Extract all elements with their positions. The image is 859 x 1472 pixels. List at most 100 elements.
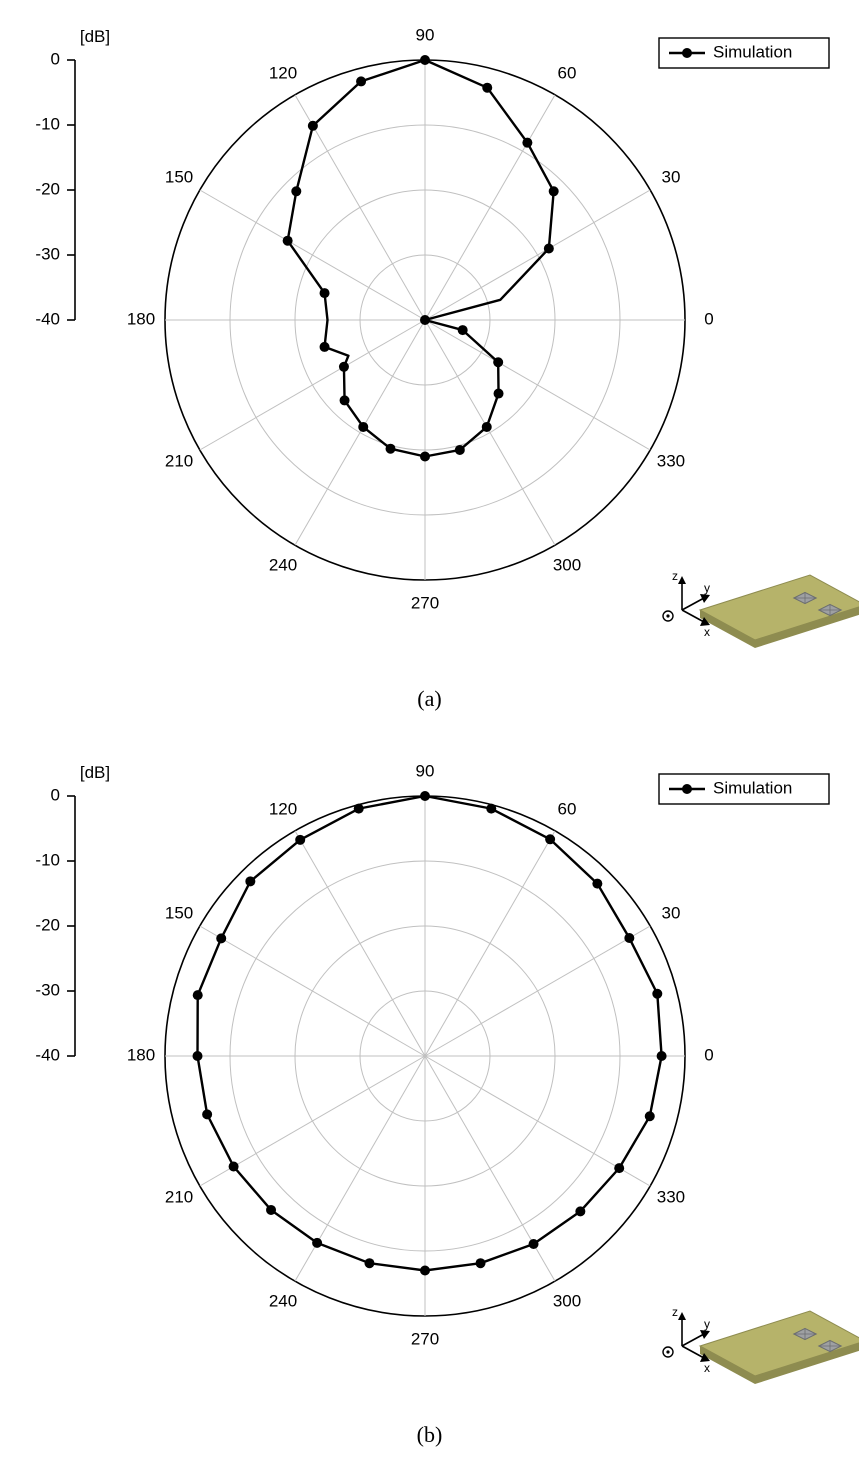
series-marker <box>339 362 349 372</box>
series-marker <box>358 422 368 432</box>
radial-tick-label: -20 <box>35 179 60 198</box>
series-marker <box>486 804 496 814</box>
series-marker <box>494 389 504 399</box>
angular-tick-label: 300 <box>553 1291 581 1310</box>
angular-tick-label: 120 <box>269 800 297 819</box>
radial-tick-label: -20 <box>35 915 60 934</box>
series-marker <box>312 1238 322 1248</box>
angular-tick-label: 90 <box>416 25 435 44</box>
series-marker <box>529 1239 539 1249</box>
svg-text:z: z <box>672 1305 678 1319</box>
radial-tick-label: -10 <box>35 850 60 869</box>
angular-tick-label: 180 <box>127 1045 155 1064</box>
series-marker <box>364 1258 374 1268</box>
series-marker <box>420 1266 430 1276</box>
series-line <box>288 60 554 457</box>
series-marker <box>482 83 492 93</box>
angular-tick-label: 60 <box>558 64 577 83</box>
svg-text:y: y <box>704 581 710 595</box>
series-marker <box>340 395 350 405</box>
series-marker <box>266 1205 276 1215</box>
angular-tick-label: 330 <box>657 1187 685 1206</box>
panel-a: 0 30 60 90 120 150 180 210 240 270 300 330 0 -10 -20 -3… <box>0 0 859 712</box>
angular-tick-label: 0 <box>704 1045 713 1064</box>
radial-tick-label: 0 <box>51 49 60 68</box>
angular-tick-label: 270 <box>411 593 439 612</box>
radial-tick-label: -10 <box>35 114 60 133</box>
inset-board: zyx <box>663 1305 859 1384</box>
series-marker <box>193 990 203 1000</box>
angular-tick-label: 240 <box>269 555 297 574</box>
angular-tick-label: 0 <box>704 309 713 328</box>
angular-tick-label: 240 <box>269 1291 297 1310</box>
angular-tick-label: 180 <box>127 309 155 328</box>
series-marker <box>420 55 430 65</box>
angular-tick-label: 120 <box>269 64 297 83</box>
angular-tick-label: 330 <box>657 451 685 470</box>
series-marker <box>482 422 492 432</box>
series-marker <box>308 121 318 131</box>
polar-chart-b: 0 30 60 90 120 150 180 210 240 270 300 330 0 -10 -20 -3… <box>0 736 859 1416</box>
polar-chart-a: 0 30 60 90 120 150 180 210 240 270 300 330 0 -10 -20 -3… <box>0 0 859 680</box>
radial-tick-label: -30 <box>35 244 60 263</box>
series-marker <box>320 342 330 352</box>
series-marker <box>549 186 559 196</box>
angular-tick-label: 30 <box>661 903 680 922</box>
series-marker <box>544 244 554 254</box>
series-marker <box>291 186 301 196</box>
angular-tick-label: 150 <box>165 167 193 186</box>
series-marker <box>522 138 532 148</box>
svg-text:z: z <box>672 569 678 583</box>
sub-label-a: (a) <box>0 686 859 712</box>
series-marker <box>216 933 226 943</box>
legend: Simulation <box>659 774 829 804</box>
legend-item-label: Simulation <box>713 778 792 797</box>
sub-label-b: (b) <box>0 1422 859 1448</box>
series-marker <box>202 1109 212 1119</box>
series-marker <box>283 236 293 246</box>
angular-tick-label: 210 <box>165 451 193 470</box>
series-marker <box>420 315 430 325</box>
series-line <box>198 796 662 1271</box>
series-marker <box>386 444 396 454</box>
series-marker <box>354 804 364 814</box>
series-marker <box>592 879 602 889</box>
inset-board: z y x <box>663 569 859 648</box>
page: 03060901201501802102402703003300-10-20-3… <box>0 0 859 1448</box>
series-marker <box>455 445 465 455</box>
angular-tick-label: 90 <box>416 761 435 780</box>
series-marker <box>493 357 503 367</box>
series-marker <box>652 989 662 999</box>
radial-unit-label: [dB] <box>80 27 110 46</box>
angular-tick-label: 300 <box>553 555 581 574</box>
legend-item-label: Simulation <box>713 42 792 61</box>
series-marker <box>193 1051 203 1061</box>
angular-tick-label: 30 <box>661 167 680 186</box>
radial-tick-label: -40 <box>35 309 60 328</box>
series-marker <box>229 1162 239 1172</box>
radial-tick-label: 0 <box>51 785 60 804</box>
series-marker <box>614 1163 624 1173</box>
series-marker <box>476 1258 486 1268</box>
angular-tick-label: 210 <box>165 1187 193 1206</box>
series-marker <box>356 76 366 86</box>
series-marker <box>320 288 330 298</box>
series-marker <box>645 1111 655 1121</box>
legend: Simulation <box>659 38 829 68</box>
svg-text:x: x <box>704 1361 710 1375</box>
angular-tick-label: 270 <box>411 1329 439 1348</box>
series-marker <box>575 1206 585 1216</box>
series-marker <box>420 452 430 462</box>
series-marker <box>545 834 555 844</box>
series-marker <box>420 791 430 801</box>
series-marker <box>458 325 468 335</box>
series-marker <box>624 933 634 943</box>
panel-b: 0 30 60 90 120 150 180 210 240 270 300 330 0 -10 -20 -3… <box>0 736 859 1448</box>
radial-tick-label: -30 <box>35 980 60 999</box>
radial-tick-label: -40 <box>35 1045 60 1064</box>
angular-tick-label: 150 <box>165 903 193 922</box>
series-marker <box>657 1051 667 1061</box>
series-marker <box>245 876 255 886</box>
svg-text:x: x <box>704 625 710 639</box>
angular-tick-label: 60 <box>558 800 577 819</box>
